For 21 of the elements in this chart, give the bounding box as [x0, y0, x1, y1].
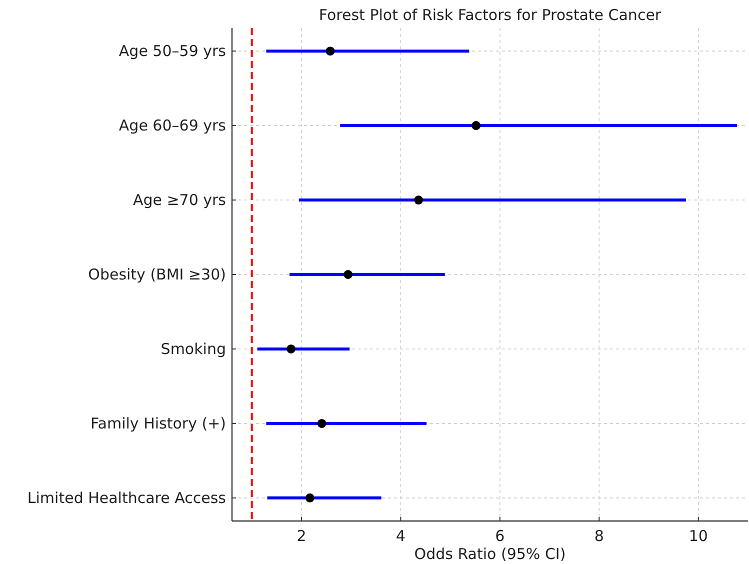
y-tick-label: Smoking: [160, 340, 226, 358]
point: [326, 46, 335, 56]
x-tick-label: 8: [594, 527, 604, 545]
y-tick-label: Age 50–59 yrs: [118, 42, 226, 60]
x-tick-label: 2: [296, 527, 306, 545]
chart-title: Forest Plot of Risk Factors for Prostate Cancer: [318, 6, 662, 24]
y-tick-label: Age 60–69 yrs: [118, 116, 226, 135]
x-tick-label: 6: [495, 527, 505, 545]
point: [305, 493, 314, 502]
point: [317, 418, 326, 428]
y-tick-label: Limited Healthcare Access: [27, 488, 226, 507]
y-tick-label: Family History (+): [90, 414, 226, 432]
point: [344, 270, 353, 279]
y-tick-label: Obesity (BMI ≥30): [88, 266, 226, 284]
x-tick-label: 4: [396, 527, 406, 545]
point: [414, 196, 424, 205]
x-tick-label: 10: [688, 527, 708, 545]
y-tick-label: Age ≥70 yrs: [132, 191, 226, 210]
point: [472, 121, 481, 130]
x-axis-title: Odds Ratio (95% CI): [414, 545, 566, 563]
point: [286, 344, 296, 354]
